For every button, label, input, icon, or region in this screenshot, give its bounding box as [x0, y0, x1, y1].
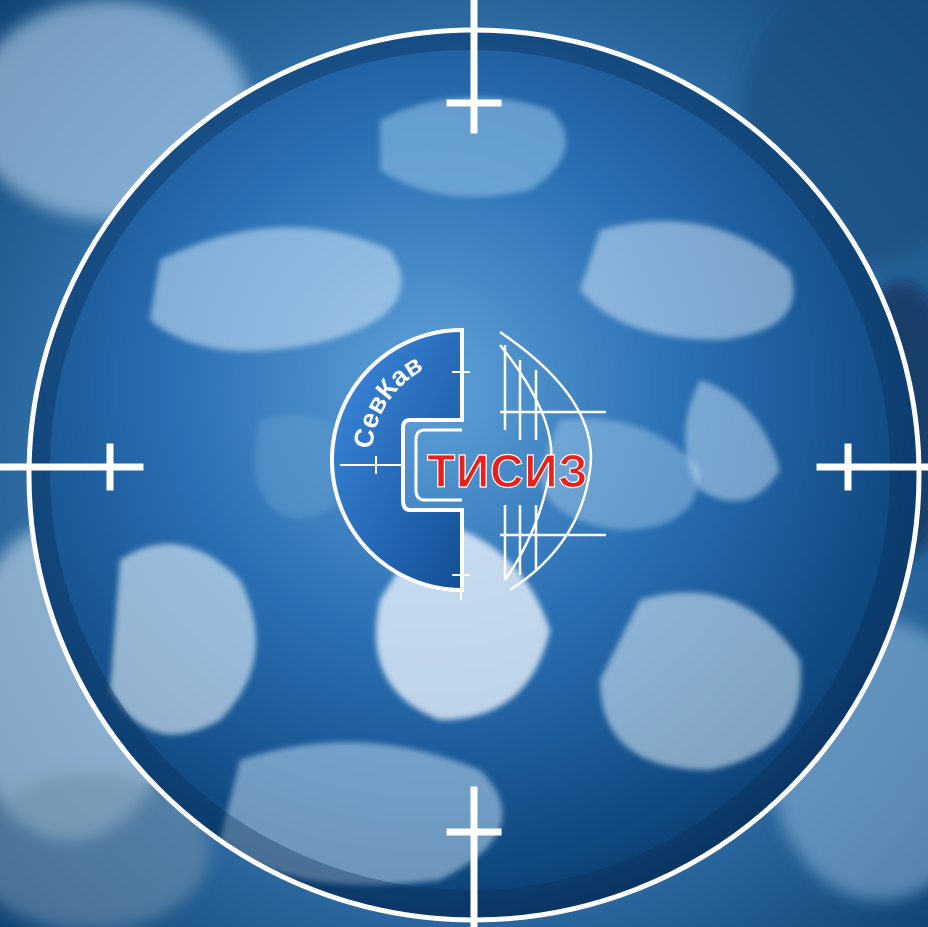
- logo-notch: [414, 428, 462, 502]
- logo-main-text: ТИСИЗ: [427, 445, 588, 497]
- globe-logo-icon: СевКав ТИСИЗ: [330, 327, 606, 600]
- logo-panel: [330, 327, 464, 593]
- logo-meridians: [499, 330, 606, 592]
